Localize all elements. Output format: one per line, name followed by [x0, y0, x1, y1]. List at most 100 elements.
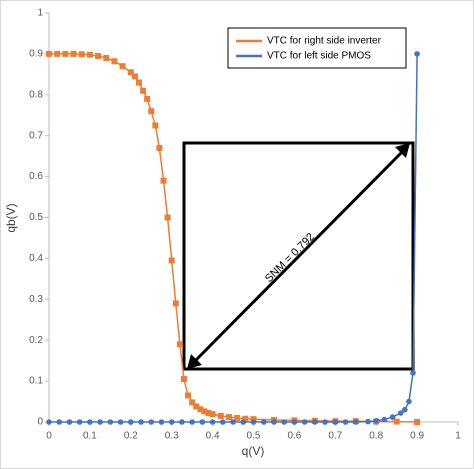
y-tick-label: 0.3: [29, 294, 43, 305]
marker: [111, 58, 118, 65]
marker: [144, 95, 151, 102]
x-tick-label: 0.8: [369, 431, 383, 442]
marker: [209, 411, 216, 418]
marker: [414, 419, 421, 425]
marker: [197, 406, 204, 413]
marker: [78, 51, 85, 58]
x-tick-label: 0.3: [165, 431, 179, 442]
y-tick-label: 0.6: [29, 171, 43, 182]
legend-label: VTC for right side inverter: [267, 36, 382, 47]
marker: [250, 419, 257, 425]
snm-arrow: [194, 150, 404, 362]
marker: [332, 419, 339, 425]
marker: [103, 54, 110, 61]
marker: [160, 177, 167, 184]
marker: [180, 376, 187, 383]
marker: [46, 419, 52, 425]
marker: [127, 69, 134, 76]
marker: [176, 341, 183, 348]
marker: [164, 214, 171, 221]
marker: [414, 51, 420, 57]
x-axis-label: q(V): [242, 444, 265, 458]
snm-box: [182, 141, 415, 371]
marker: [199, 419, 206, 425]
y-tick-label: 0.9: [29, 49, 43, 60]
y-tick-label: 0.5: [29, 212, 43, 223]
marker: [209, 419, 216, 425]
marker: [119, 63, 126, 70]
marker: [352, 419, 359, 425]
marker: [168, 257, 175, 264]
marker: [260, 419, 267, 425]
y-tick-label: 0.8: [29, 89, 43, 100]
marker: [87, 419, 93, 425]
marker: [225, 414, 232, 421]
marker: [389, 414, 396, 420]
marker: [250, 416, 257, 423]
marker: [135, 79, 142, 86]
y-tick-label: 1: [37, 8, 43, 19]
arrow-head: [395, 143, 410, 158]
marker: [281, 419, 287, 425]
marker: [410, 370, 416, 376]
marker: [397, 410, 404, 416]
y-tick-label: 0.2: [29, 335, 43, 346]
marker: [148, 108, 155, 115]
legend-box: [227, 27, 407, 69]
marker: [138, 419, 144, 425]
marker: [240, 419, 247, 425]
legend-label: VTC for left side PMOS: [267, 51, 371, 62]
x-tick-label: 1: [455, 431, 461, 442]
marker: [131, 73, 138, 80]
y-axis-label: qb(V): [4, 203, 18, 232]
y-tick-label: 0: [37, 417, 43, 428]
y-tick-label: 0.1: [29, 376, 43, 387]
marker: [402, 406, 408, 413]
marker: [365, 418, 371, 425]
marker: [62, 50, 69, 57]
marker: [70, 50, 77, 57]
arrow-head: [187, 354, 202, 369]
marker: [107, 419, 114, 425]
marker: [54, 50, 61, 57]
marker: [140, 87, 147, 94]
marker: [158, 419, 165, 425]
x-tick-label: 0.4: [206, 431, 220, 442]
marker: [220, 419, 226, 425]
x-tick-label: 0.1: [83, 431, 97, 442]
marker: [168, 419, 175, 425]
marker: [46, 50, 52, 57]
marker: [56, 419, 63, 425]
marker: [97, 419, 103, 425]
marker: [342, 419, 349, 425]
marker: [373, 417, 380, 424]
marker: [95, 52, 102, 59]
marker: [189, 419, 195, 425]
marker: [117, 419, 124, 425]
marker: [381, 416, 388, 423]
marker: [185, 392, 192, 399]
marker: [271, 419, 277, 425]
x-tick-label: 0: [46, 431, 52, 442]
marker: [66, 419, 73, 425]
marker: [312, 419, 318, 425]
marker: [393, 418, 400, 425]
marker: [152, 122, 159, 129]
marker: [217, 412, 224, 419]
marker: [148, 419, 155, 425]
y-tick-label: 0.4: [29, 253, 43, 264]
marker: [128, 419, 134, 425]
marker: [406, 398, 412, 405]
marker: [201, 408, 208, 415]
marker: [156, 144, 163, 151]
plot-area: 0 0.1 0.2 0.3 0.4 0.5 0.6 0.7 0.8 0.9 1 0 0.1 0.2 0.3 0…: [29, 8, 461, 442]
x-tick-label: 0.9: [410, 431, 424, 442]
marker: [193, 403, 200, 410]
marker: [234, 414, 241, 421]
x-tick-label: 0.6: [287, 431, 301, 442]
x-tick-label: 0.7: [328, 431, 342, 442]
marker: [301, 419, 308, 425]
